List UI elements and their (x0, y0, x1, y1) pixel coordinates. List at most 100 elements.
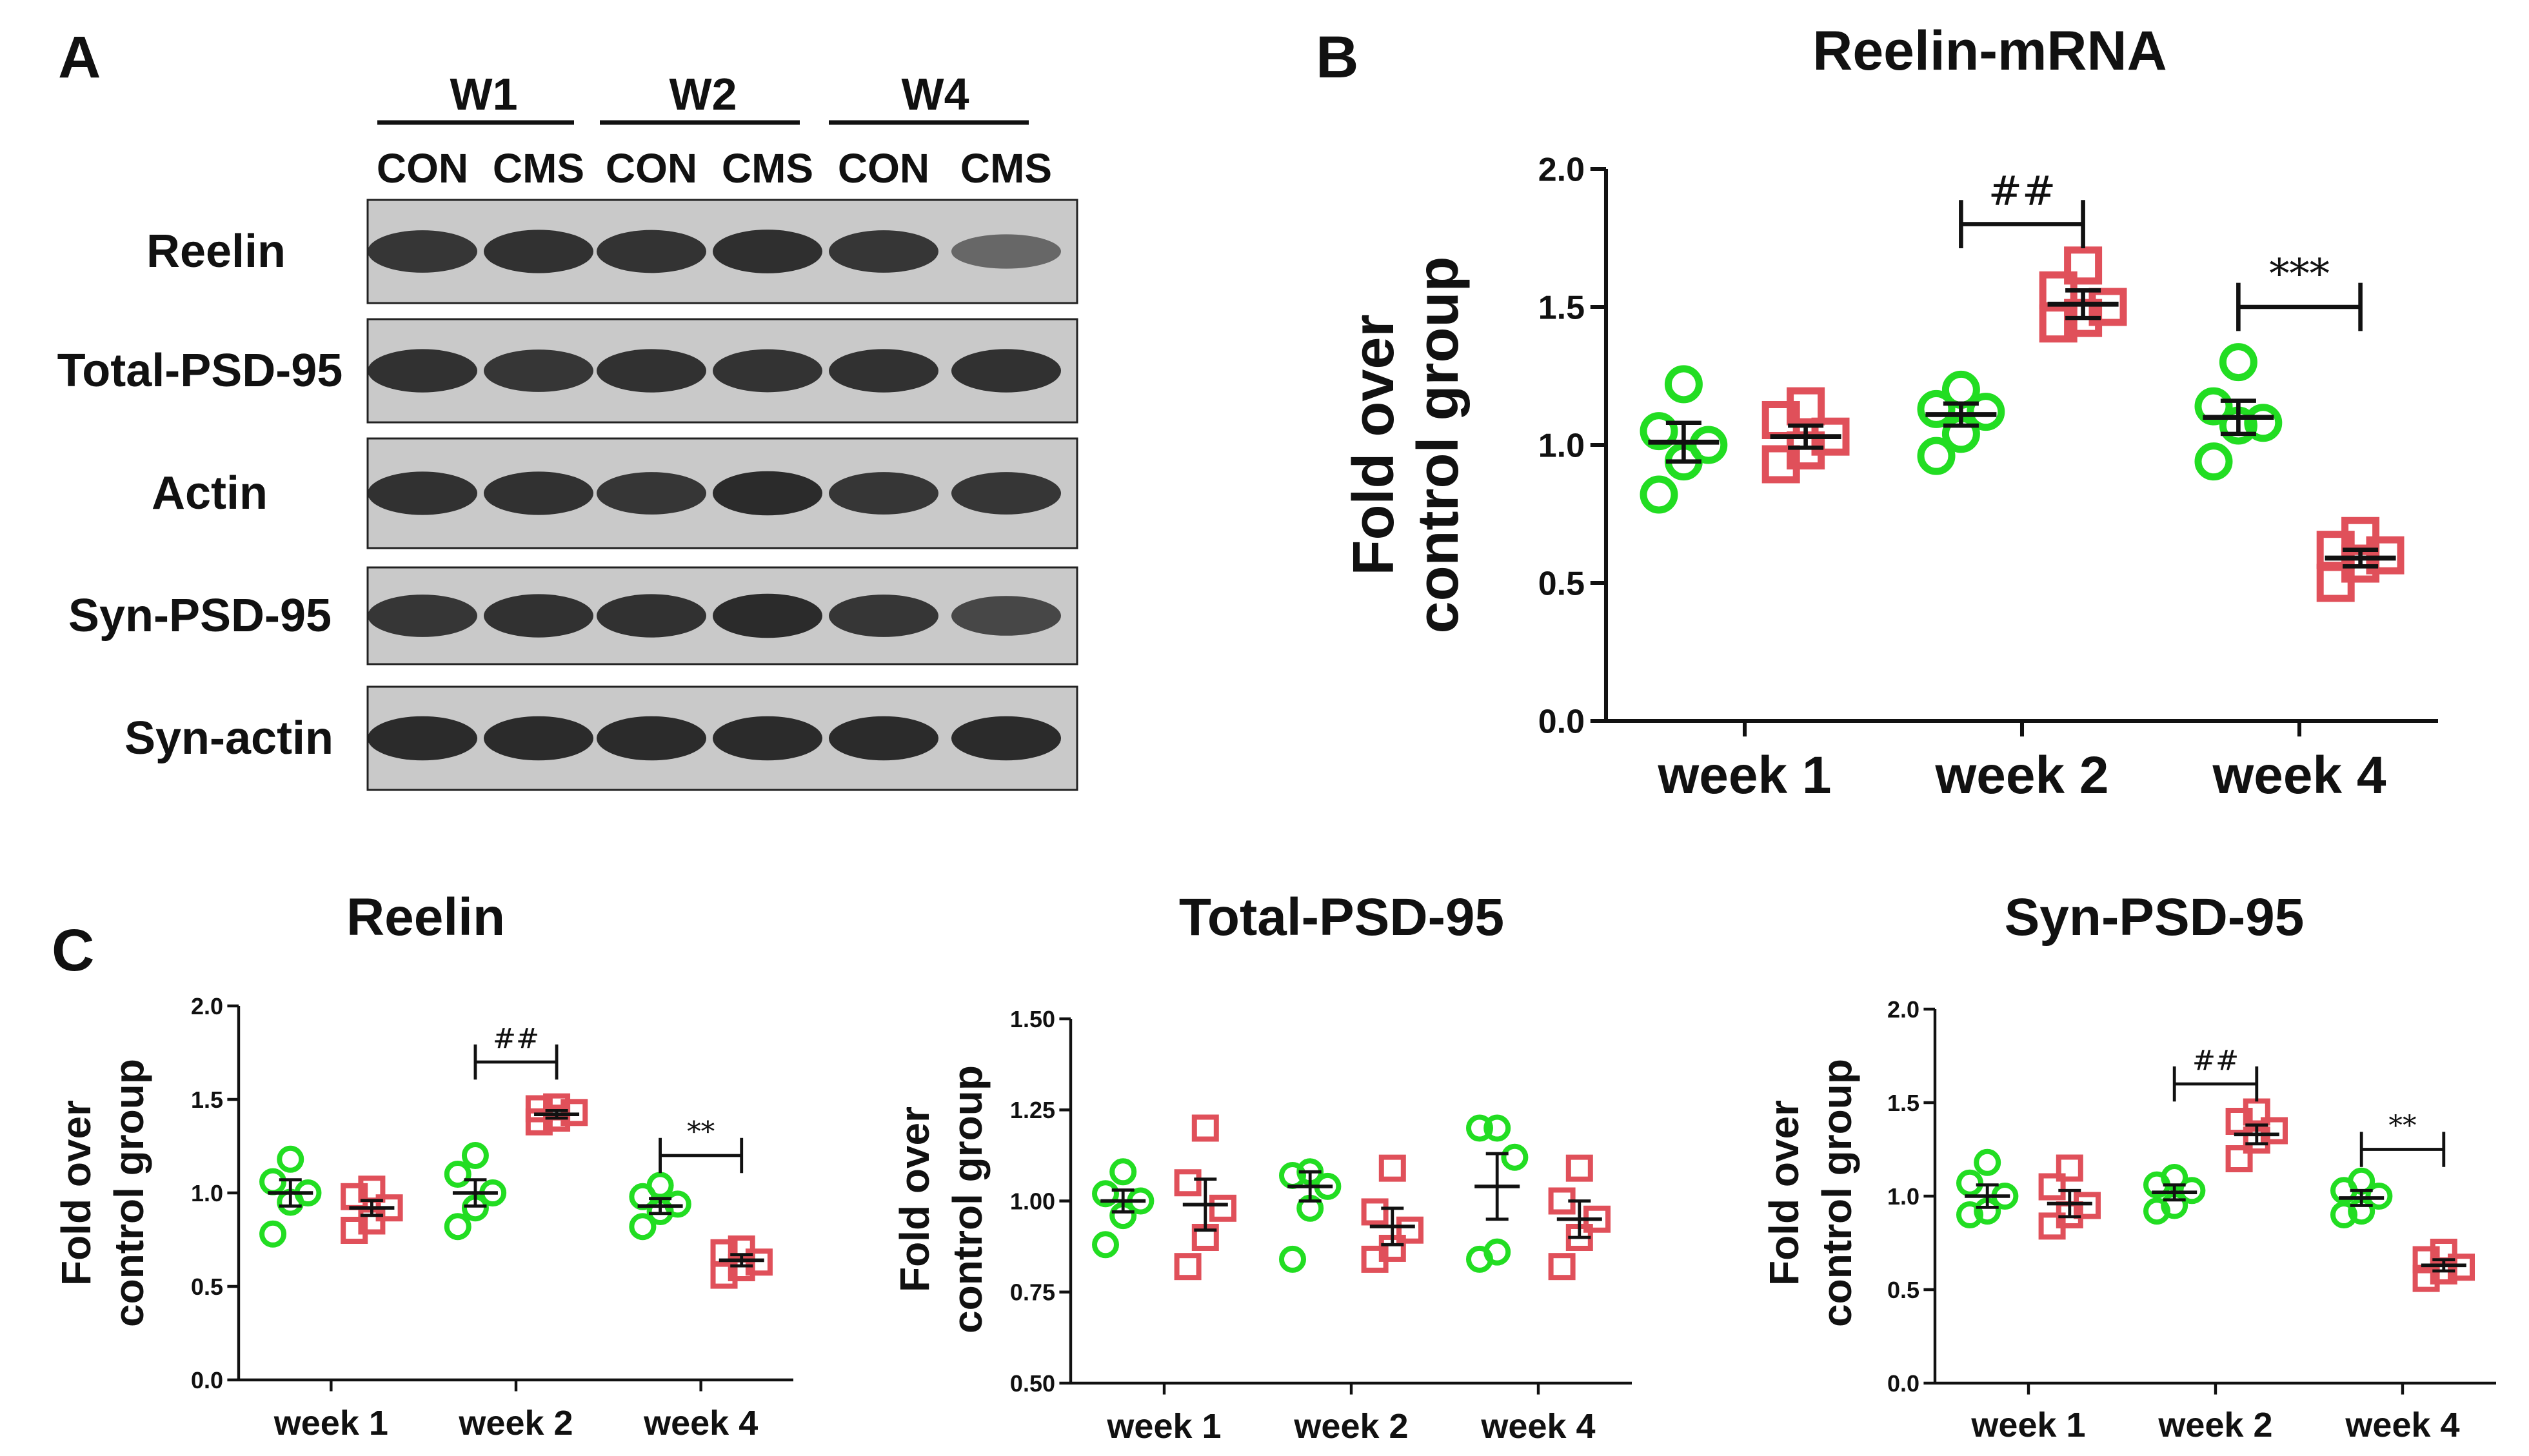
y-tick-label: 0.0 (191, 1367, 223, 1393)
data-point-cms (2448, 1254, 2475, 1281)
y-tick-label: 1.5 (191, 1087, 223, 1113)
data-point-con (1483, 1114, 1511, 1142)
data-point-cms (2056, 1154, 2083, 1182)
data-point-con (1466, 1114, 1493, 1142)
blot-band (713, 230, 822, 273)
data-point-cms (1787, 387, 1825, 426)
data-point-cms (525, 1095, 553, 1123)
blot-group-w1: W1 (450, 69, 518, 119)
data-point-cms (710, 1239, 738, 1266)
data-point-con (1279, 1245, 1306, 1273)
y-tick-label: 1.0 (1538, 428, 1585, 465)
blot-rows: Reelin Total-PSD-95 Actin Syn-PSD-95 Syn-act… (57, 199, 1078, 791)
x-tick-label: week 1 (1658, 746, 1832, 805)
y-tick-label: 0.5 (1887, 1277, 1919, 1303)
data-point-con (2244, 404, 2283, 442)
panel-letter-c: C (52, 918, 94, 983)
y-axis-label: Fold over (53, 1100, 99, 1286)
blot-band (484, 230, 593, 273)
y-tick-label: 2.0 (191, 993, 223, 1019)
y-tick-label: 0.50 (1010, 1370, 1055, 1397)
x-tick-label: week 4 (2212, 746, 2386, 805)
x-tick-label: week 4 (1480, 1407, 1595, 1446)
data-point-cms (1565, 1154, 1593, 1182)
x-tick-label: week 2 (458, 1404, 573, 1442)
blot-band (713, 349, 822, 393)
blot-row-label: Total-PSD-95 (57, 345, 343, 397)
blot-band (829, 595, 938, 637)
data-point-con (1483, 1238, 1511, 1266)
y-axis-label: control group (106, 1059, 152, 1327)
data-point-con (1664, 365, 1703, 404)
blot-band (597, 472, 706, 515)
blot-group-w2: W2 (669, 69, 737, 119)
blot-band (597, 716, 706, 761)
data-point-con (2348, 1167, 2375, 1195)
blot-band (713, 471, 822, 516)
data-point-con (1974, 1148, 2001, 1176)
data-point-cms (2074, 1192, 2101, 1219)
x-tick-label: week 2 (2157, 1406, 2272, 1444)
significance-label: ## (1988, 168, 2056, 215)
significance-label: ## (2192, 1045, 2239, 1077)
blot-band (829, 472, 938, 515)
data-point-con (259, 1220, 287, 1248)
panel-letter-b: B (1316, 25, 1358, 90)
blot-band (713, 716, 822, 761)
data-point-cms (560, 1099, 588, 1126)
data-point-cms (1396, 1216, 1423, 1244)
y-axis-label: Fold over (1342, 314, 1406, 575)
y-tick-label: 0.0 (1538, 703, 1585, 741)
western-blot-panel: W1 W2 W4 CON CMS CON CMS CON CMS Reelin T… (57, 69, 1078, 791)
data-point-cms (2412, 1264, 2440, 1292)
blot-lane-label: CON (606, 145, 697, 192)
blot-band (368, 471, 477, 515)
data-point-cms (1174, 1169, 1202, 1197)
y-axis-label: control group (1814, 1059, 1860, 1327)
data-point-con (2194, 442, 2233, 481)
data-point-con (1941, 370, 1980, 409)
blot-row-label: Actin (152, 467, 268, 519)
blot-band (484, 349, 593, 392)
data-point-con (629, 1213, 657, 1241)
data-point-con (444, 1213, 471, 1241)
blot-band (951, 716, 1061, 761)
chart-title: Reelin-mRNA (1812, 20, 2167, 82)
y-tick-label: 1.25 (1010, 1097, 1055, 1123)
data-point-cms (2038, 1173, 2066, 1201)
y-axis-label: control group (944, 1065, 991, 1333)
chart-title: Reelin (346, 888, 505, 947)
data-point-con (1689, 426, 1728, 464)
blot-lane-label: CON (377, 145, 468, 192)
x-tick-label: week 1 (1970, 1406, 2085, 1444)
blot-band (713, 593, 822, 638)
data-point-con (1640, 475, 1678, 514)
y-tick-label: 1.0 (191, 1180, 223, 1206)
data-point-con (259, 1168, 287, 1195)
blot-group-w4: W4 (902, 69, 969, 119)
data-point-cms (1378, 1154, 1406, 1182)
data-point-cms (2064, 246, 2103, 285)
blot-band (484, 471, 593, 515)
blot-band (368, 716, 477, 761)
blot-band (368, 595, 477, 637)
blot-row-label: Syn-PSD-95 (68, 590, 332, 642)
significance-label: ** (2388, 1110, 2416, 1143)
x-tick-label: week 4 (643, 1404, 758, 1442)
y-tick-label: 0.5 (1538, 566, 1585, 603)
blot-band (484, 716, 593, 761)
data-point-con (664, 1190, 691, 1218)
blot-band (597, 230, 706, 273)
y-tick-label: 1.5 (1887, 1090, 1919, 1116)
blot-row-label: Reelin (146, 226, 286, 277)
data-point-con (461, 1142, 489, 1169)
y-tick-label: 1.0 (1887, 1183, 1919, 1210)
blot-band (484, 594, 593, 638)
y-axis-label: control group (1406, 257, 1471, 634)
y-axis-label: Fold over (1761, 1100, 1807, 1286)
data-point-cms (2366, 536, 2405, 575)
y-tick-label: 1.5 (1538, 290, 1585, 327)
y-tick-label: 0.0 (1887, 1370, 1919, 1397)
data-point-con (1956, 1201, 1983, 1228)
blot-band (829, 230, 938, 273)
